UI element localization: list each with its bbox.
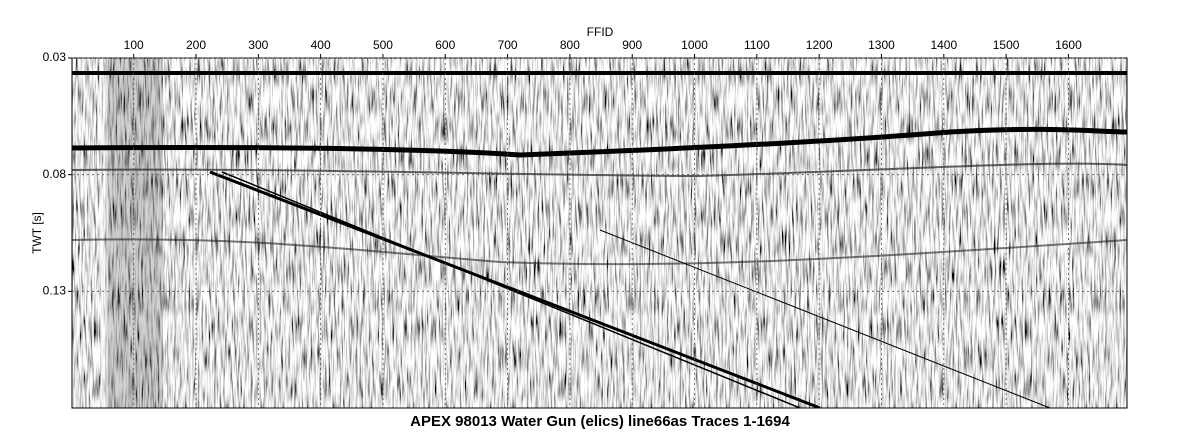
y-tick-label: 0.08: [43, 167, 67, 181]
x-tick-label: 200: [186, 38, 206, 52]
reflector: [72, 162, 1127, 178]
x-tick-label: 800: [560, 38, 580, 52]
x-tick-label: 100: [124, 38, 144, 52]
seafloor-reflector: [72, 126, 1127, 158]
y-tick-label: 0.13: [43, 284, 67, 298]
x-tick-label: 1200: [806, 38, 833, 52]
diagonal-event: [221, 171, 801, 408]
seismic-texture: [72, 58, 1127, 408]
x-axis-label: FFID: [587, 25, 614, 39]
x-tick-label: 700: [498, 38, 518, 52]
x-tick-label: 1400: [930, 38, 957, 52]
y-tick-label: 0.03: [43, 50, 67, 64]
x-tick-label: 1600: [1055, 38, 1082, 52]
x-tick-label: 400: [311, 38, 331, 52]
x-tick-label: 1300: [868, 38, 895, 52]
x-tick-label: 500: [373, 38, 393, 52]
chart-title: APEX 98013 Water Gun (elics) line66as Tr…: [410, 413, 790, 430]
x-tick-label: 1000: [681, 38, 708, 52]
x-tick-label: 1100: [744, 38, 770, 52]
y-axis-label: TWT [s]: [30, 212, 44, 254]
diagonal-event: [599, 229, 1051, 408]
x-tick-label: 600: [435, 38, 455, 52]
plot-frame: [71, 57, 1128, 409]
x-tick-label: 300: [248, 38, 268, 52]
seismic-section: [72, 58, 1127, 408]
x-tick-label: 900: [622, 38, 642, 52]
x-tick-label: 1500: [993, 38, 1020, 52]
blank-trace: [100, 58, 108, 408]
reflector: [72, 238, 1127, 266]
diagonal-event: [209, 170, 821, 408]
